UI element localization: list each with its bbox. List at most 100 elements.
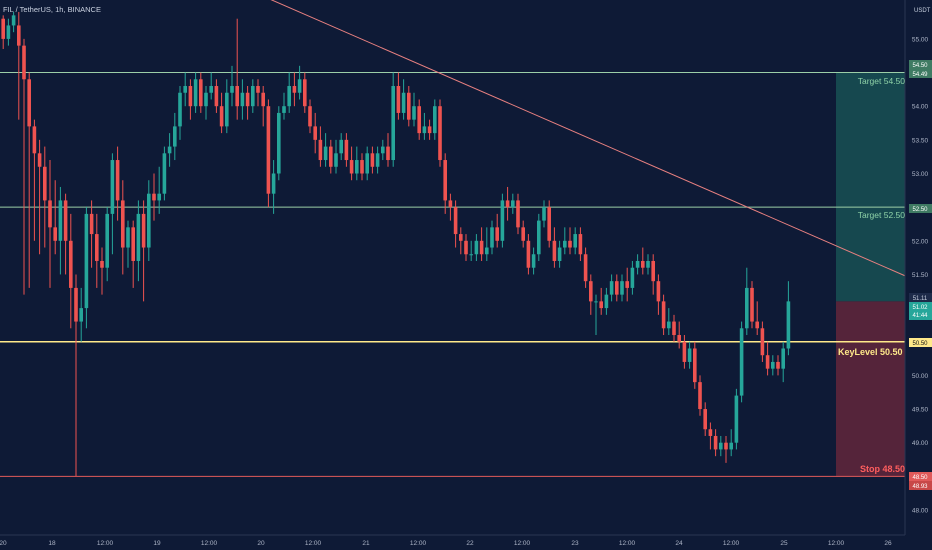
target1-annotation: Target 54.50 <box>858 76 906 86</box>
candle <box>589 274 593 315</box>
candle-body <box>22 45 26 80</box>
candle-body <box>745 287 749 329</box>
candle <box>261 86 265 127</box>
candle-body <box>225 92 229 127</box>
candle <box>339 133 343 161</box>
candle-body <box>204 92 208 107</box>
time-tick-label: 24 <box>675 540 683 547</box>
candle-body <box>505 200 510 208</box>
candle-body <box>646 260 650 268</box>
candle-body <box>661 301 666 329</box>
candle-body <box>344 139 349 161</box>
candle-body <box>17 25 21 46</box>
candle-body <box>781 348 785 369</box>
candle <box>620 274 624 302</box>
candle <box>48 160 52 288</box>
candle-body <box>490 227 494 248</box>
candle-body <box>438 106 442 161</box>
candle <box>547 200 551 248</box>
candle <box>17 11 21 120</box>
candle-body <box>396 86 401 113</box>
candle <box>323 133 328 167</box>
candle-body <box>74 287 78 322</box>
candle <box>63 193 68 275</box>
time-tick-label: 20 <box>0 540 7 547</box>
time-tick-label: 23 <box>571 540 579 547</box>
candle-body <box>672 321 676 336</box>
candle <box>630 260 635 295</box>
candle-body <box>677 335 681 342</box>
candle-body <box>703 409 707 430</box>
candle-body <box>188 86 193 107</box>
candle-body <box>589 281 593 302</box>
target-high-badge-value2: 54.49 <box>912 72 928 78</box>
candle-body <box>391 86 395 161</box>
candle-body <box>453 207 458 235</box>
candle <box>557 240 562 268</box>
candle <box>729 429 733 457</box>
candle <box>396 72 401 120</box>
stop-badge-value: 48.50 <box>912 475 928 481</box>
candle <box>334 139 338 174</box>
candle <box>225 79 229 134</box>
candle-body <box>355 160 359 174</box>
candle-body <box>308 106 312 127</box>
candle <box>115 146 120 221</box>
candle-body <box>266 106 271 194</box>
candle-body <box>1 18 5 39</box>
candle <box>95 213 99 288</box>
candle <box>266 99 271 208</box>
candle-body <box>240 92 245 107</box>
candle <box>360 153 364 181</box>
candle-body <box>334 153 338 167</box>
candle <box>256 79 260 107</box>
candle <box>110 153 115 255</box>
time-axis-panel <box>0 535 932 550</box>
price-tick-label: 49.50 <box>912 407 929 414</box>
candle <box>667 308 671 336</box>
candle-body <box>443 160 447 201</box>
candle <box>1 15 5 49</box>
candle <box>578 227 583 261</box>
candle-body <box>256 86 260 93</box>
candle <box>734 388 739 450</box>
candle <box>53 180 57 255</box>
time-tick-label: 20 <box>257 540 265 547</box>
candle-body <box>37 153 42 167</box>
candle <box>209 72 213 100</box>
candle <box>641 247 645 275</box>
candle-body <box>485 247 489 255</box>
candle <box>204 86 208 120</box>
candle-body <box>251 86 255 107</box>
candle <box>79 287 83 342</box>
candle <box>625 267 629 302</box>
target-high-badge-value: 54.50 <box>912 63 928 69</box>
candle <box>297 65 302 100</box>
candle-body <box>557 247 562 261</box>
candle-body <box>542 207 546 221</box>
candle-body <box>739 328 744 396</box>
candle <box>635 254 640 275</box>
downtrend-line[interactable] <box>268 0 932 470</box>
candle <box>282 92 286 120</box>
time-tick-label: 19 <box>153 540 161 547</box>
candle-body <box>79 308 83 322</box>
candle <box>599 287 603 315</box>
price-tick-label: 51.50 <box>912 272 929 279</box>
time-tick-label: 12:00 <box>305 540 322 547</box>
candle-body <box>141 213 146 248</box>
time-tick-label: 12:00 <box>723 540 740 547</box>
candle <box>157 166 161 214</box>
candle <box>89 200 94 268</box>
candle-body <box>27 79 31 127</box>
candle-body <box>521 227 525 241</box>
candle <box>303 72 307 113</box>
candle-body <box>313 126 317 140</box>
candle <box>703 402 707 436</box>
time-tick-label: 12:00 <box>619 540 636 547</box>
candle <box>708 422 713 450</box>
candle <box>687 341 692 369</box>
price-tick-label: 49.00 <box>912 440 929 447</box>
price-tick-label: 55.00 <box>912 36 929 43</box>
